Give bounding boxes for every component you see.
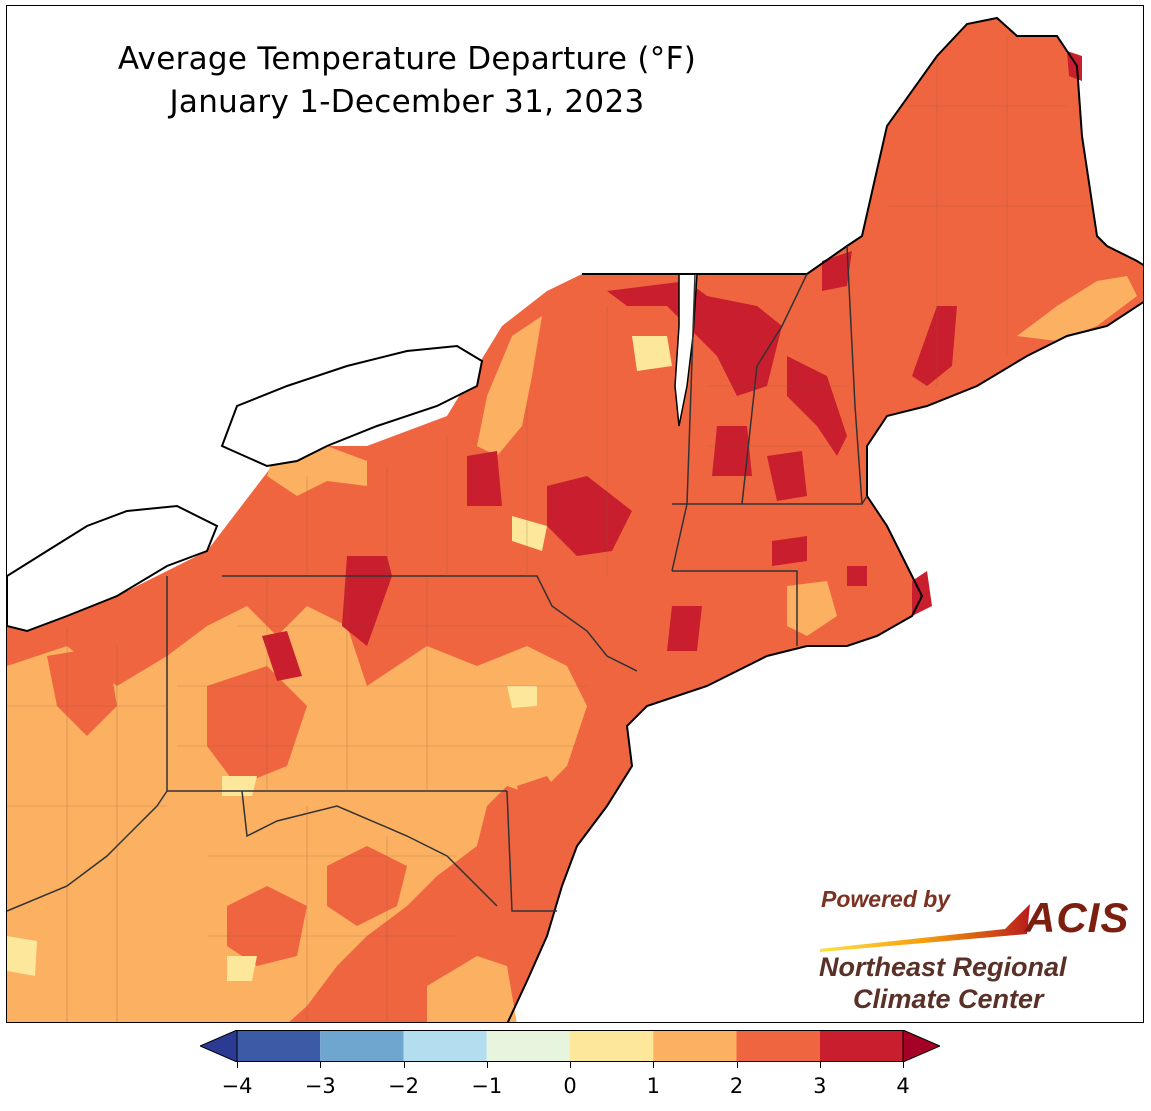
state-boundaries	[7, 245, 868, 912]
land-region-0-1-ny	[512, 516, 547, 551]
colorbar-bin	[819, 1030, 903, 1062]
colorbar-tick-mark	[570, 1062, 571, 1068]
temperature-departure-map	[7, 16, 1143, 1022]
map-panel: Average Temperature Departure (°F) Janua…	[6, 5, 1144, 1023]
colorbar-tick-mark	[486, 1062, 488, 1068]
colorbar-tick-label: −2	[388, 1074, 419, 1098]
colorbar-bin	[320, 1030, 404, 1062]
lake-erie	[7, 504, 219, 633]
colorbar-bin	[736, 1030, 820, 1062]
land-region-0-1-south	[222, 776, 257, 796]
colorbar-bin	[570, 1030, 654, 1062]
land-region-1-2-maine-coast	[1017, 276, 1137, 341]
land-region-3-4-ny-east	[547, 476, 632, 556]
lake-ontario	[220, 344, 484, 468]
colorbar-tick-label: 1	[646, 1074, 660, 1098]
colorbar-tick-mark	[653, 1062, 655, 1068]
colorbar-tick-mark	[237, 1062, 238, 1068]
land-region-3-4-ny-central	[467, 451, 502, 506]
powered-by-text: Powered by	[821, 886, 951, 912]
colorbar-tick-mark	[819, 1062, 821, 1068]
map-title-line2: January 1-December 31, 2023	[169, 84, 645, 120]
colorbar-tick-mark	[903, 1062, 904, 1068]
colorbar-tick-label: 3	[813, 1074, 827, 1098]
acis-wordmark: ACIS	[1025, 894, 1130, 941]
colorbar-bin	[653, 1030, 737, 1062]
acis-logo: Powered by ACIS Northeast Regional Clima…	[815, 884, 1135, 1019]
colorbar-tick-label: 4	[896, 1074, 910, 1098]
land-region-1-2-southwest	[7, 606, 587, 1022]
coastline	[506, 16, 1143, 1022]
colorbar-bin	[403, 1030, 487, 1062]
colorbar-outline	[236, 1030, 904, 1062]
colorbar-tick-mark	[736, 1062, 738, 1068]
land-region-0-1-wv	[7, 936, 37, 976]
lake-champlain	[674, 273, 698, 427]
map-title-line1: Average Temperature Departure (°F)	[117, 41, 697, 77]
colorbar-over-arrow	[902, 1030, 940, 1062]
land-region-0-1-vt	[632, 336, 672, 371]
land-region-3-4-ct	[667, 606, 702, 651]
land-region-3-4-ma	[772, 536, 807, 566]
land-region-0-1-pa	[507, 686, 537, 708]
colorbar-tick-mark	[403, 1062, 405, 1068]
land-region-3-4-nh-south	[712, 426, 752, 476]
land-region-2-3-de	[517, 776, 567, 836]
land-region-0-1-va	[227, 956, 257, 981]
land-region-3-4-vt-nh	[607, 281, 782, 396]
land-region-1-2-ny-central	[477, 316, 542, 456]
colorbar-tick-label: −4	[221, 1074, 253, 1098]
land-region-3-4-pa	[262, 631, 302, 681]
land-region-2-3-va	[227, 886, 307, 966]
colorbar-tick-mark	[320, 1062, 322, 1068]
land-region-1-2-ct	[787, 581, 837, 636]
land-region-2-3-pa-west	[47, 646, 117, 736]
colorbar-tick-label: 0	[563, 1074, 577, 1098]
colorbar-tick-label: 2	[729, 1074, 744, 1098]
colorbar	[200, 1030, 940, 1062]
colorbar-under-arrow	[200, 1030, 238, 1062]
colorbar-bin	[486, 1030, 570, 1062]
land-region-1-2-southeast	[427, 956, 517, 1022]
acis-swoosh-graphic	[820, 904, 1030, 952]
land-region-3-4-maine-west	[822, 251, 852, 291]
land-region-2-3-md	[327, 846, 407, 926]
county-lines	[7, 36, 1087, 1022]
colorbar-bin	[237, 1030, 321, 1062]
land-region-3-4-ny-west	[342, 556, 392, 646]
org-name-line2: Climate Center	[853, 984, 1044, 1014]
org-name-line1: Northeast Regional	[819, 952, 1067, 982]
colorbar-tick-label: −1	[471, 1074, 503, 1098]
land-region-2-3-pa-central	[207, 666, 307, 786]
land-region-3-4-maine	[912, 306, 957, 386]
land-region-3-4-nh	[787, 356, 847, 456]
land-region-3-4-nh-2	[767, 451, 807, 501]
colorbar-tick-label: −3	[304, 1074, 336, 1098]
land-region-3-4-ma-east	[847, 566, 867, 586]
